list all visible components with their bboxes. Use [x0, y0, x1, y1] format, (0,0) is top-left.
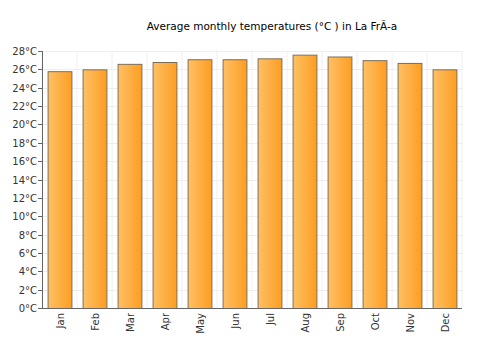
bar-group — [398, 63, 422, 308]
y-tick-label: 18°C — [12, 138, 37, 149]
bar — [153, 63, 177, 308]
title: Average monthly temperatures (°C ) in La… — [147, 20, 398, 32]
grid-line-x — [462, 51, 463, 308]
x-tick-label: Sep — [335, 313, 346, 332]
bars — [48, 55, 457, 308]
y-tick — [38, 124, 42, 125]
y-tick — [38, 143, 42, 144]
y-tick-label: 6°C — [19, 248, 37, 259]
y-tick-label: 26°C — [12, 64, 37, 75]
y-tick-label: 28°C — [12, 46, 37, 57]
y-tick-label: 0°C — [19, 303, 37, 314]
x-tick-label: Mar — [125, 312, 136, 332]
x-tick-label: Jul — [265, 313, 276, 326]
bar — [223, 60, 247, 308]
bar-shade — [154, 63, 177, 308]
bar-shade — [119, 65, 142, 308]
x-tick-label: Oct — [370, 313, 381, 330]
x-tick-label: Nov — [405, 313, 416, 333]
bar-group — [48, 72, 72, 308]
bar — [188, 60, 212, 308]
bar-group — [293, 55, 317, 308]
x-tick-label: May — [195, 313, 206, 334]
x-tick-label: Aug — [300, 313, 311, 333]
y-tick — [38, 106, 42, 107]
bar-group — [188, 60, 212, 308]
grid — [42, 51, 462, 309]
bar — [118, 64, 142, 308]
grid-line-x — [252, 51, 253, 308]
y-tick-label: 14°C — [12, 175, 37, 186]
bar-shade — [49, 72, 72, 308]
grid-line-x — [217, 51, 218, 308]
bar-shade — [364, 61, 387, 308]
grid-line-x — [112, 51, 113, 308]
bar — [398, 63, 422, 308]
bar-group — [363, 61, 387, 308]
y-tick — [38, 235, 42, 236]
grid-line-x — [287, 51, 288, 308]
grid-line-x — [392, 51, 393, 308]
bar-shade — [294, 56, 317, 308]
bar-group — [258, 59, 282, 308]
y-tick — [38, 88, 42, 89]
bar-shade — [329, 58, 352, 308]
bar-group — [433, 70, 457, 308]
y-tick-label: 22°C — [12, 101, 37, 112]
grid-line — [42, 51, 462, 52]
y-tick — [38, 290, 42, 291]
y-tick-label: 2°C — [19, 285, 37, 296]
y-tick — [38, 216, 42, 217]
y-tick — [38, 161, 42, 162]
bar-group — [83, 70, 107, 308]
y-tick — [38, 253, 42, 254]
y-tick-label: 20°C — [12, 119, 37, 130]
bar-shade — [84, 70, 107, 308]
bar-shade — [189, 60, 212, 308]
y-tick-label: 10°C — [12, 211, 37, 222]
bar — [328, 57, 352, 308]
bar-shade — [224, 60, 247, 308]
grid-line-x — [427, 51, 428, 308]
grid-line-x — [77, 51, 78, 308]
y-tick — [38, 198, 42, 199]
y-tick-label: 8°C — [19, 230, 37, 241]
y-tick-label: 16°C — [12, 156, 37, 167]
bar — [363, 61, 387, 308]
grid-line-x — [322, 51, 323, 308]
y-tick-label: 12°C — [12, 193, 37, 204]
bar-shade — [434, 70, 457, 308]
bar-group — [118, 64, 142, 308]
bar — [258, 59, 282, 308]
grid-line-x — [357, 51, 358, 308]
bar — [293, 55, 317, 308]
grid-line-x — [182, 51, 183, 308]
y-axis — [42, 51, 43, 308]
grid-line — [42, 308, 462, 309]
x-tick-label: Dec — [440, 313, 451, 332]
y-tick-label: 24°C — [12, 83, 37, 94]
x-axis — [42, 308, 462, 309]
x-tick-label: Feb — [90, 313, 101, 331]
bar — [83, 70, 107, 308]
y-tick — [38, 180, 42, 181]
bar-shade — [399, 64, 422, 308]
y-tick-label: 4°C — [19, 266, 37, 277]
bar — [433, 70, 457, 308]
x-tick-label: Apr — [160, 312, 171, 330]
chart: Average monthly temperatures (°C ) in La… — [0, 0, 500, 350]
bar-shade — [259, 59, 282, 308]
x-tick-label: Jan — [55, 313, 66, 329]
grid-line-x — [147, 51, 148, 308]
y-tick — [38, 51, 42, 52]
bar-group — [328, 57, 352, 308]
y-tick — [38, 308, 42, 309]
x-tick-label: Jun — [230, 313, 241, 330]
grid-line-x — [42, 51, 43, 308]
bar-group — [223, 60, 247, 308]
y-tick — [38, 69, 42, 70]
bar-group — [153, 63, 177, 308]
bar — [48, 72, 72, 308]
y-tick — [38, 271, 42, 272]
